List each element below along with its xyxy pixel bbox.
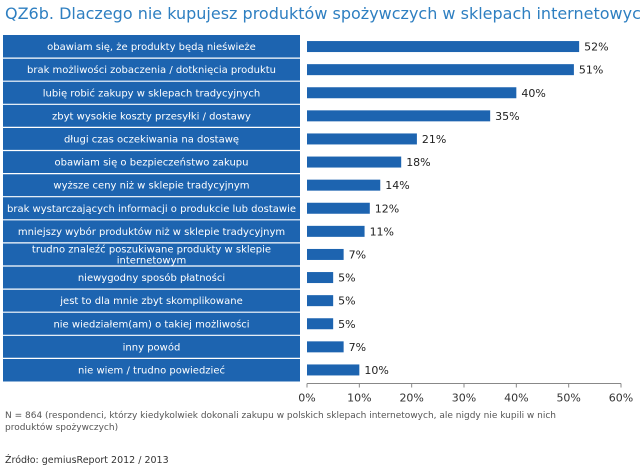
bar-value-label: 10% — [364, 364, 388, 377]
category-label: brak wystarczających informacji o produk… — [7, 204, 296, 215]
x-tick-label: 0% — [298, 392, 315, 405]
bar-value-label: 7% — [349, 341, 366, 354]
category-label: mniejszy wybór produktów niż w sklepie t… — [18, 226, 285, 238]
category-label-line: brak możliwości zobaczenia / dotknięcia … — [27, 64, 276, 76]
category-label-line: trudno znaleźć poszukiwane produkty w sk… — [32, 243, 271, 255]
category-label-line: niewygodny sposób płatności — [78, 272, 225, 284]
x-tick-label: 20% — [399, 392, 423, 405]
bar-value-label: 14% — [385, 179, 409, 192]
category-label-line: brak wystarczających informacji o produk… — [7, 204, 296, 215]
category-label-line: internetowym — [117, 255, 187, 266]
category-label-line: nie wiedziałem(am) o takiej możliwości — [53, 318, 249, 330]
category-label-line: obawiam się, że produkty będą nieświeże — [47, 41, 256, 53]
bar — [307, 133, 417, 145]
bar-value-label: 18% — [406, 156, 430, 169]
category-label: jest to dla mnie zbyt skomplikowane — [59, 296, 242, 307]
source-note: Źródło: gemiusReport 2012 / 2013 — [5, 455, 169, 466]
category-label: inny powód — [123, 341, 181, 353]
chart-title: QZ6b. Dlaczego nie kupujesz produktów sp… — [5, 4, 640, 23]
bar-value-label: 11% — [370, 225, 394, 238]
category-label: zbyt wysokie koszty przesyłki / dostawy — [52, 111, 251, 122]
bar-value-label: 21% — [422, 133, 446, 146]
label-column-background — [3, 35, 300, 382]
bar — [307, 318, 334, 330]
category-label-line: długi czas oczekiwania na dostawę — [64, 134, 239, 145]
bar — [307, 87, 517, 99]
category-label: brak możliwości zobaczenia / dotknięcia … — [27, 64, 276, 76]
category-label-line: lubię robić zakupy w sklepach tradycyjny… — [43, 87, 261, 99]
category-label-line: jest to dla mnie zbyt skomplikowane — [59, 296, 242, 307]
bar — [307, 341, 344, 353]
category-label-line: mniejszy wybór produktów niż w sklepie t… — [18, 226, 285, 238]
bar-value-label: 5% — [338, 272, 355, 285]
category-label: długi czas oczekiwania na dostawę — [64, 134, 239, 145]
category-label: obawiam się, że produkty będą nieświeże — [47, 41, 256, 53]
bar — [307, 156, 402, 168]
x-tick-label: 60% — [609, 392, 633, 405]
x-tick-label: 50% — [556, 392, 580, 405]
bar — [307, 364, 360, 376]
bar-value-label: 7% — [349, 248, 366, 261]
bar-value-label: 40% — [521, 87, 545, 100]
bar — [307, 225, 365, 237]
category-label-line: zbyt wysokie koszty przesyłki / dostawy — [52, 111, 251, 122]
bar-value-label: 12% — [375, 202, 399, 215]
category-label-line: wyższe ceny niż w sklepie tradycyjnym — [53, 181, 249, 192]
bar — [307, 295, 334, 307]
bar — [307, 179, 381, 191]
category-label-line: obawiam się o bezpieczeństwo zakupu — [55, 157, 249, 169]
bar — [307, 272, 334, 284]
category-label-line: nie wiem / trudno powiedzieć — [78, 364, 225, 376]
bar — [307, 248, 344, 260]
bar-value-label: 5% — [338, 318, 355, 331]
bar-value-label: 5% — [338, 295, 355, 308]
bar-value-label: 51% — [579, 64, 603, 77]
category-label: niewygodny sposób płatności — [78, 272, 225, 284]
x-tick-label: 10% — [347, 392, 371, 405]
sample-footnote: N = 864 (respondenci, którzy kiedykolwie… — [5, 411, 557, 433]
bar-chart: obawiam się, że produkty będą nieświeże 5… — [3, 35, 633, 405]
bar — [307, 110, 491, 122]
bar — [307, 41, 580, 53]
bar — [307, 64, 574, 76]
category-label: obawiam się o bezpieczeństwo zakupu — [55, 157, 249, 169]
category-label-line: inny powód — [123, 341, 181, 353]
category-label: wyższe ceny niż w sklepie tradycyjnym — [53, 181, 249, 192]
bar — [307, 202, 370, 214]
x-tick-label: 40% — [504, 392, 528, 405]
category-label: trudno znaleźć poszukiwane produkty w sk… — [32, 243, 271, 266]
category-label: nie wiem / trudno powiedzieć — [78, 364, 225, 376]
x-tick-label: 30% — [452, 392, 476, 405]
category-label: nie wiedziałem(am) o takiej możliwości — [53, 318, 249, 330]
bar-value-label: 35% — [495, 110, 519, 123]
category-label: lubię robić zakupy w sklepach tradycyjny… — [43, 87, 261, 99]
bar-value-label: 52% — [584, 41, 608, 54]
